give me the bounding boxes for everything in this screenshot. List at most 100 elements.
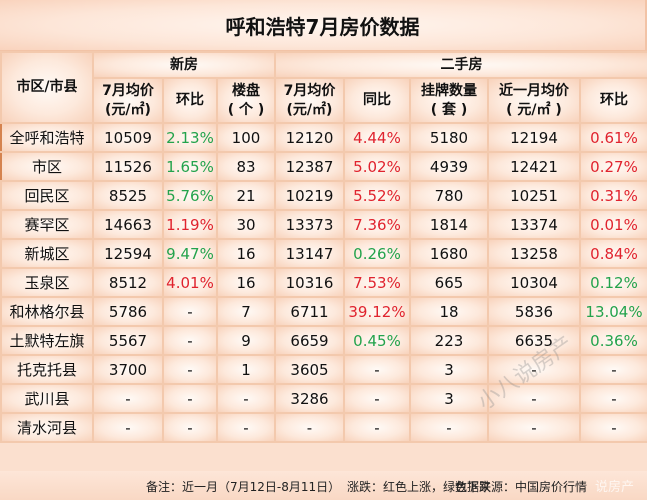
header-line: (元/㎡) — [286, 101, 333, 118]
new-mom-cell: - — [162, 296, 218, 327]
header-line: 7月均价 — [283, 82, 336, 99]
region-cell: 全呼和浩特 — [0, 122, 94, 153]
region-cell: 武川县 — [0, 383, 94, 414]
region-cell: 土默特左旗 — [0, 325, 94, 356]
recent-price-cell: 12421 — [487, 151, 581, 182]
second-yoy-cell: 5.52% — [343, 180, 411, 211]
second-yoy-cell: - — [343, 412, 411, 443]
recent-price-cell: 10304 — [487, 267, 581, 298]
table-row: 赛罕区 14663 1.19% 30 13373 7.36% 1814 13374 0.01% — [0, 209, 647, 240]
new-price-cell: 5786 — [92, 296, 164, 327]
projects-cell: - — [216, 412, 276, 443]
new-mom-cell: 9.47% — [162, 238, 218, 269]
new-mom-cell: - — [162, 412, 218, 443]
listings-cell: 3 — [409, 354, 489, 385]
projects-cell: 9 — [216, 325, 276, 356]
header-new-price: 7月均价 (元/㎡) — [92, 77, 164, 124]
table-row: 土默特左旗 5567-9 6659 0.45% 223 6635 0.36% — [0, 325, 647, 356]
second-mom-cell: 0.61% — [578, 122, 647, 153]
region-cell: 市区 — [0, 151, 94, 182]
header-line: ( 元/㎡ ) — [506, 101, 562, 118]
new-price-cell: - — [92, 383, 164, 414]
header-group-second-hand: 二手房 — [273, 51, 647, 79]
projects-cell: 100 — [216, 122, 276, 153]
new-mom-cell: 1.65% — [162, 151, 218, 182]
projects-cell: 16 — [216, 238, 276, 269]
new-price-cell: - — [92, 412, 164, 443]
header-line: (元/㎡) — [105, 101, 151, 118]
recent-price-cell: 13374 — [487, 209, 581, 240]
projects-cell: 83 — [216, 151, 276, 182]
header-second-listings: 挂牌数量 ( 套 ) — [409, 77, 489, 124]
header-line: 挂牌数量 — [421, 82, 477, 99]
second-mom-cell: 0.12% — [578, 267, 647, 298]
second-yoy-cell: 5.02% — [343, 151, 411, 182]
second-yoy-cell: - — [343, 354, 411, 385]
second-yoy-cell: 0.45% — [343, 325, 411, 356]
new-price-cell: 5567 — [92, 325, 164, 356]
second-mom-cell: 0.36% — [578, 325, 647, 356]
header-region: 市区/市县 — [0, 51, 94, 124]
projects-cell: 21 — [216, 180, 276, 211]
table-row: 武川县 - - -3286-3- - — [0, 383, 647, 414]
listings-cell: 4939 — [409, 151, 489, 182]
table-row: 回民区 8525 5.76% 21 10219 5.52% 780 10251 0.31% — [0, 180, 647, 211]
header-second-yoy: 同比 — [343, 77, 411, 124]
new-mom-cell: 2.13% — [162, 122, 218, 153]
region-cell: 赛罕区 — [0, 209, 94, 240]
page-title: 呼和浩特7月房价数据 — [0, 0, 647, 52]
footer-source: 数据来源：中国房价行情 — [455, 480, 588, 494]
footer-legend: 涨跌：红色上涨，绿色下跌 — [347, 480, 492, 494]
table-row: 清水河县 - - - - - - - - — [0, 412, 647, 443]
table-row: 玉泉区 8512 4.01% 16 10316 7.53% 665 10304 0.12% — [0, 267, 647, 298]
projects-cell: 1 — [216, 354, 276, 385]
recent-price-cell: - — [487, 383, 581, 414]
second-mom-cell: 13.04% — [578, 296, 647, 327]
projects-cell: - — [216, 383, 276, 414]
second-mom-cell: 0.27% — [578, 151, 647, 182]
second-price-cell: - — [274, 412, 345, 443]
listings-cell: 3 — [409, 383, 489, 414]
second-price-cell: 13373 — [274, 209, 345, 240]
new-price-cell: 8512 — [92, 267, 164, 298]
table-row: 托克托县 3700-1 3605-3- - — [0, 354, 647, 385]
header-second-recent-price: 近一月均价 ( 元/㎡ ) — [487, 77, 581, 124]
header-line: ( 个 ) — [227, 101, 265, 118]
new-mom-cell: 4.01% — [162, 267, 218, 298]
second-price-cell: 12120 — [274, 122, 345, 153]
second-yoy-cell: 7.36% — [343, 209, 411, 240]
listings-cell: 1680 — [409, 238, 489, 269]
second-price-cell: 6711 — [274, 296, 345, 327]
region-cell: 新城区 — [0, 238, 94, 269]
second-mom-cell: - — [578, 412, 647, 443]
projects-cell: 7 — [216, 296, 276, 327]
second-price-cell: 6659 — [274, 325, 345, 356]
listings-cell: 665 — [409, 267, 489, 298]
new-price-cell: 10509 — [92, 122, 164, 153]
price-table: 市区/市县 新房 二手房 7月均价 (元/㎡) 环比 楼盘 ( 个 ) 7月均价 (元… — [0, 51, 647, 443]
new-mom-cell: 1.19% — [162, 209, 218, 240]
region-cell: 回民区 — [0, 180, 94, 211]
table-row: 新城区 12594 9.47% 16 13147 0.26% 1680 13258 0.84% — [0, 238, 647, 269]
recent-price-cell: 10251 — [487, 180, 581, 211]
new-price-cell: 8525 — [92, 180, 164, 211]
listings-cell: - — [409, 412, 489, 443]
region-cell: 托克托县 — [0, 354, 94, 385]
second-price-cell: 10219 — [274, 180, 345, 211]
second-mom-cell: 0.01% — [578, 209, 647, 240]
new-price-cell: 3700 — [92, 354, 164, 385]
header-new-projects: 楼盘 ( 个 ) — [216, 77, 276, 124]
table-row: 市区 11526 1.65% 83 12387 5.02% 4939 12421 0.27% — [0, 151, 647, 182]
header-new-mom: 环比 — [162, 77, 218, 124]
second-price-cell: 3286 — [274, 383, 345, 414]
header-line: 近一月均价 — [499, 82, 569, 99]
second-price-cell: 10316 — [274, 267, 345, 298]
new-price-cell: 14663 — [92, 209, 164, 240]
projects-cell: 16 — [216, 267, 276, 298]
table-row: 和林格尔县 5786-7 6711 39.12% 18 5836 13.04% — [0, 296, 647, 327]
second-yoy-cell: 7.53% — [343, 267, 411, 298]
recent-price-cell: 5836 — [487, 296, 581, 327]
recent-price-cell: 12194 — [487, 122, 581, 153]
table-row: 全呼和浩特 10509 2.13% 100 12120 4.44% 5180 12194 0.6… — [0, 122, 647, 153]
